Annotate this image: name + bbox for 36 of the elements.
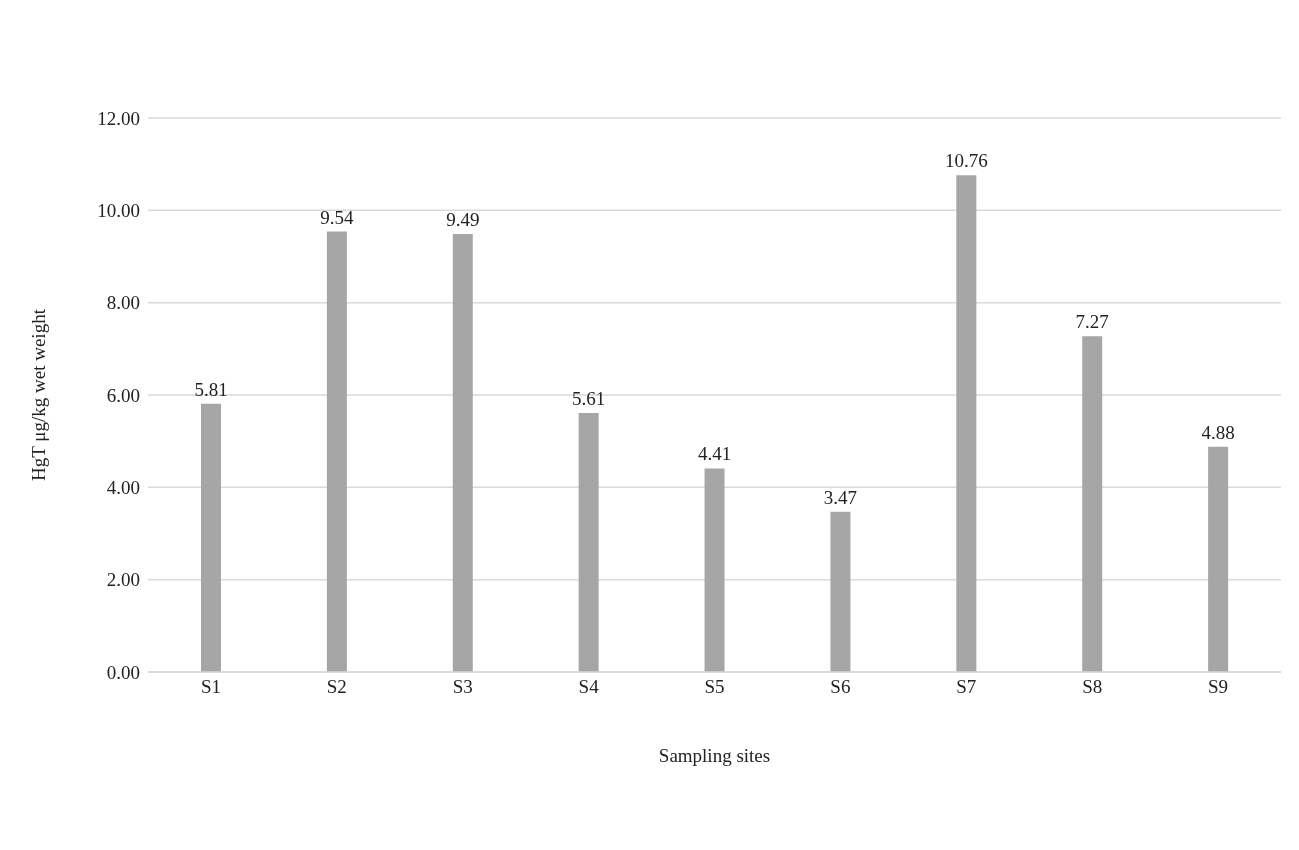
bar [956,175,977,672]
bar [578,413,599,672]
data-label: 3.47 [823,486,858,508]
data-label: 4.41 [697,443,732,465]
bar [201,403,221,672]
data-label: 9.49 [446,208,480,230]
bar [452,233,473,672]
x-tick-label: S9 [1208,676,1229,698]
y-tick-label: 12.00 [97,107,140,129]
data-label: 5.81 [194,378,228,400]
x-tick-label: S7 [956,676,977,698]
x-tick-label: S1 [200,676,221,698]
data-label: 10.76 [944,150,988,172]
bar [1208,446,1229,672]
x-tick-label: S4 [578,676,600,698]
x-tick-label: S8 [1082,676,1103,698]
data-label: 9.54 [320,206,355,228]
y-tick-label: 2.00 [106,569,140,591]
bar [704,468,725,672]
data-label: 4.88 [1201,421,1235,443]
bar [326,231,347,672]
x-tick-label: S3 [452,676,473,698]
x-axis-title: Sampling sites [658,745,771,766]
data-label: 5.61 [572,388,606,410]
data-label: 7.27 [1075,311,1109,333]
y-tick-label: 4.00 [106,477,140,499]
bar [1082,336,1103,672]
y-axis-title: HgT μg/kg wet weight [27,308,49,481]
x-tick-label: S5 [704,676,725,698]
y-tick-label: 8.00 [106,292,140,314]
y-tick-label: 6.00 [106,384,140,406]
y-tick-label: 0.00 [106,661,140,683]
y-tick-label: 10.00 [97,200,140,222]
x-tick-label: S6 [830,676,851,698]
bar [830,511,851,672]
x-tick-label: S2 [326,676,347,698]
